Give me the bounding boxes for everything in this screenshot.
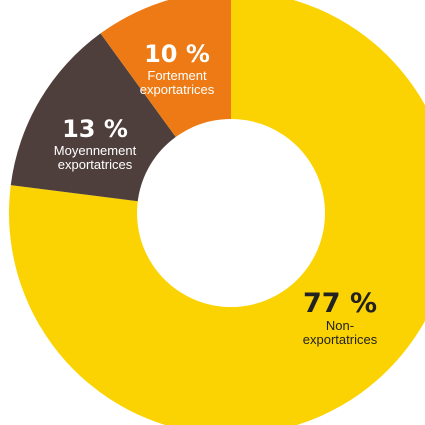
slice-category-label: exportatrices xyxy=(58,157,133,172)
slice-category-label: exportatrices xyxy=(140,82,215,97)
slice-value-label: 13 % xyxy=(62,115,128,143)
slice-category-label: Non- xyxy=(326,318,354,333)
slice-category-label: Fortement xyxy=(147,68,207,83)
slice-category-label: exportatrices xyxy=(303,332,378,347)
donut-hole xyxy=(137,119,325,307)
slice-category-label: Moyennement xyxy=(54,143,137,158)
slice-value-label: 10 % xyxy=(144,40,210,68)
slice-value-label: 77 % xyxy=(303,288,377,319)
